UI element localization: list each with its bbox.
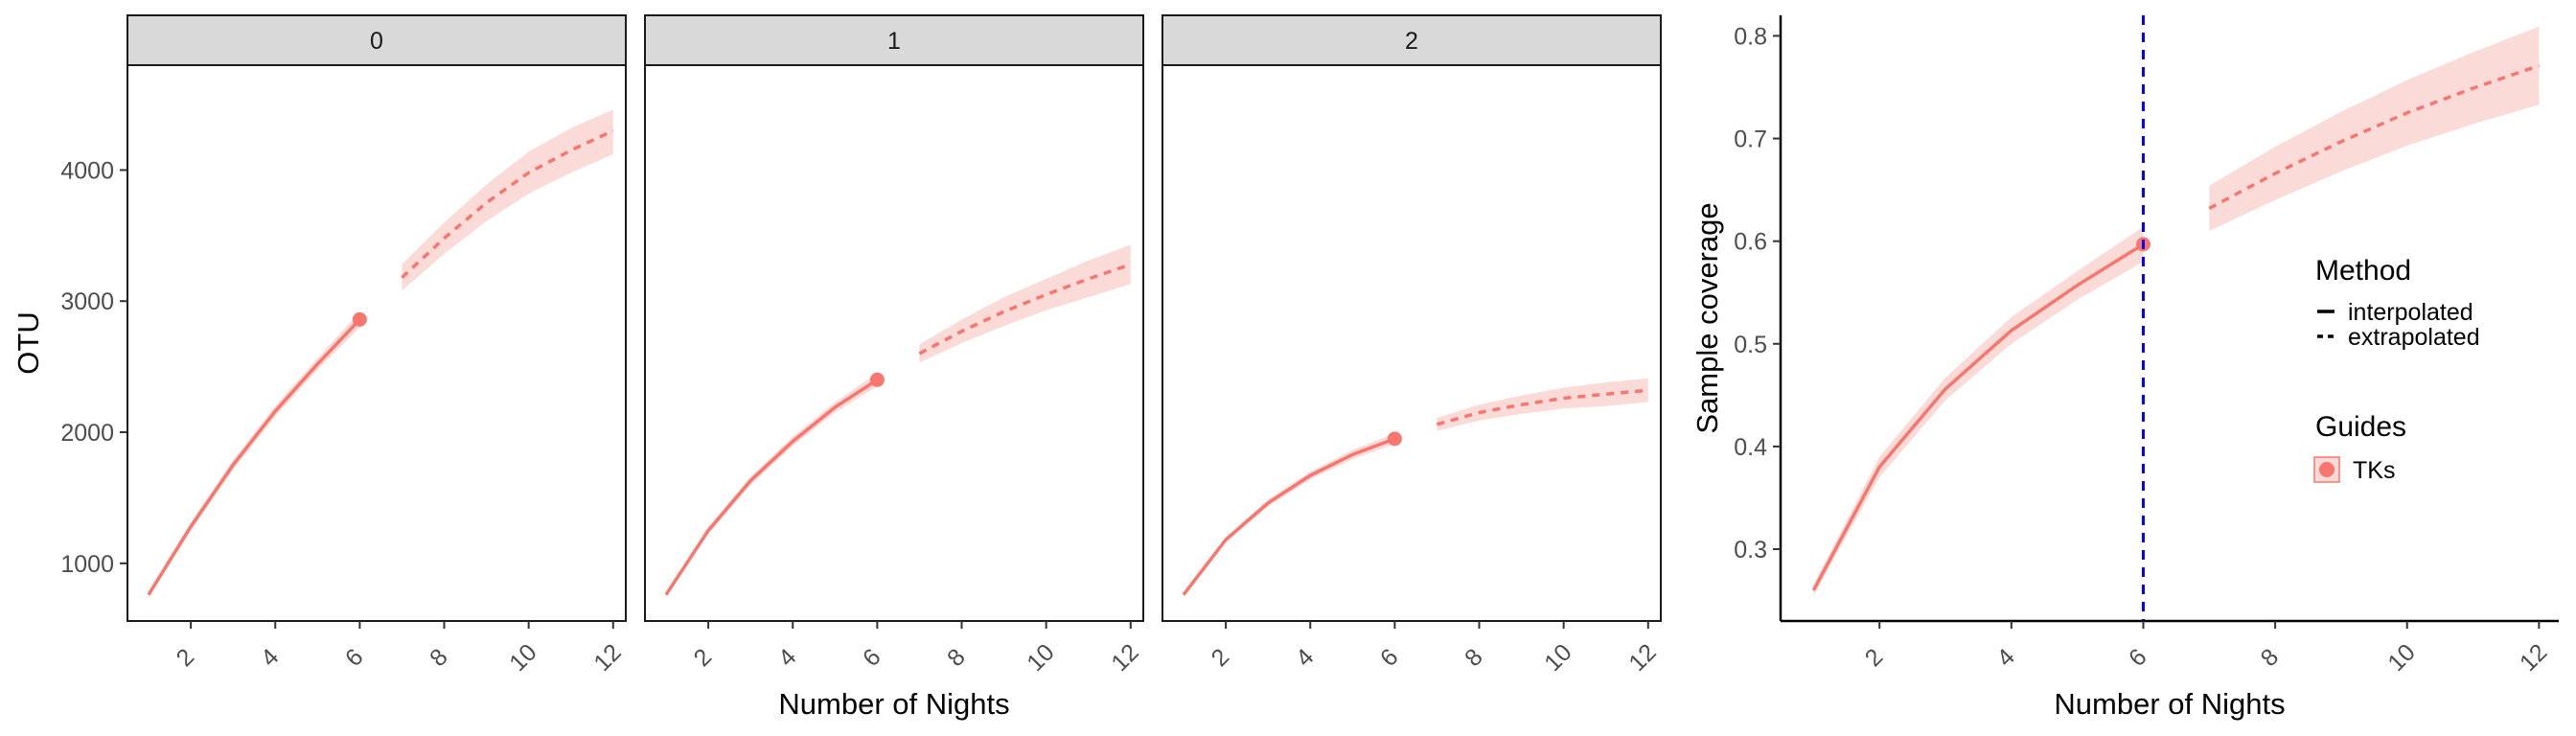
facet-2-extrapolated-line <box>1436 388 1648 426</box>
coverage-y-tick-label: 0.3 <box>1734 537 1767 564</box>
otu-x-axis-title: Number of Nights <box>778 687 1009 721</box>
facet-2-interpolated-band <box>1184 433 1395 597</box>
facet-2-extrapolated-band <box>1437 378 1648 431</box>
coverage-interpolated-band <box>1813 226 2144 596</box>
facet-1-x-tick-label: 6 <box>858 644 886 673</box>
facet-0-x-tick-label: 12 <box>588 639 626 677</box>
facet-2-x-tick-label: 4 <box>1291 643 1320 672</box>
facet-1-x-tick-label: 2 <box>689 644 718 673</box>
facet-1-x-tick-label: 8 <box>942 644 971 673</box>
facet-1-interpolated-band <box>666 373 878 597</box>
coverage-y-tick-label: 0.8 <box>1734 23 1767 50</box>
facet-strip-label: 0 <box>370 28 383 55</box>
legend-tks-label: TKs <box>2353 457 2395 484</box>
coverage-y-tick-label: 0.5 <box>1734 332 1767 358</box>
coverage-x-axis-title: Number of Nights <box>2054 687 2285 721</box>
facet-2-interpolated-line <box>1182 437 1396 596</box>
facet-0-x-tick-label: 8 <box>425 644 453 673</box>
coverage-y-tick-label: 0.6 <box>1734 229 1767 256</box>
facet-strip <box>126 14 627 66</box>
facet-panel-border <box>644 64 1144 622</box>
facet-0-extrapolated-line <box>401 128 614 279</box>
facet-0-x-tick-label: 6 <box>340 644 369 673</box>
coverage-chart: 0.3 0.4 0.5 0.6 0.7 0.8 2 4 6 8 10 12 Number of Nigh… <box>1690 15 2559 721</box>
facet-panel-1: 12 4 6 8 10 12 <box>644 14 1144 677</box>
otu-y-tick-label: 3000 <box>60 288 114 315</box>
coverage-x-tick-label: 10 <box>2382 639 2420 677</box>
facet-panel-0: 0 2 4 6 8 10 12 <box>126 14 627 677</box>
legend-tks-key-point <box>2319 462 2334 477</box>
facet-1-interpolated-line <box>664 378 879 596</box>
coverage-interpolated-line <box>1811 242 2145 591</box>
coverage-y-tick-label: 0.7 <box>1734 126 1767 153</box>
facet-0-interpolated-line <box>147 318 361 596</box>
facet-1-observed-point <box>869 372 885 387</box>
facet-2-x-tick-label: 2 <box>1207 644 1235 673</box>
facet-0-x-tick-label: 10 <box>504 639 541 677</box>
facet-panel-2: 2 2 4 6 8 10 12 <box>1162 14 1662 677</box>
facet-1-x-tick-label: 12 <box>1106 639 1143 677</box>
facet-0-extrapolated-band <box>402 109 613 291</box>
legend-method-title: Method <box>2315 255 2411 287</box>
coverage-x-tick-label: 12 <box>2515 639 2552 677</box>
facet-2-x-tick-label: 12 <box>1623 639 1661 677</box>
coverage-extrapolated-band <box>2209 26 2540 231</box>
facet-0-x-tick-label: 2 <box>172 644 200 673</box>
facet-2-x-tick-label: 8 <box>1460 644 1488 673</box>
coverage-y-tick-label: 0.4 <box>1734 434 1767 461</box>
coverage-x-tick-label: 2 <box>1860 644 1889 673</box>
otu-y-tick-label: 1000 <box>60 551 114 578</box>
legend-extrapolated-label: extrapolated <box>2348 324 2480 351</box>
facet-2-x-tick-label: 10 <box>1539 639 1576 677</box>
legend-guides-title: Guides <box>2315 411 2406 443</box>
facet-strip-label: 2 <box>1405 28 1418 55</box>
legend-interpolated-label: interpolated <box>2348 299 2473 326</box>
otu-y-tick-label: 4000 <box>60 157 114 184</box>
coverage-extrapolated-line <box>2208 63 2540 210</box>
coverage-x-tick-label: 4 <box>1991 643 2020 672</box>
facet-panel-border <box>126 64 627 622</box>
coverage-x-tick-label: 6 <box>2124 644 2152 673</box>
facet-strip-label: 1 <box>887 28 901 55</box>
coverage-x-tick-label: 8 <box>2256 644 2285 673</box>
facet-2-observed-point <box>1387 431 1402 447</box>
facet-1-x-tick-label: 10 <box>1022 639 1059 677</box>
facet-0-observed-point <box>352 311 367 327</box>
facet-2-x-tick-label: 6 <box>1375 644 1404 673</box>
facet-0-x-tick-label: 4 <box>256 643 285 672</box>
facet-panel-border <box>1162 64 1662 622</box>
coverage-y-axis-title: Sample coverage <box>1690 202 1724 433</box>
facet-1-extrapolated-line <box>918 263 1132 356</box>
facet-1-x-tick-label: 4 <box>773 643 802 672</box>
facet-strip <box>644 14 1144 66</box>
otu-y-axis-title: OTU <box>12 311 45 374</box>
otu-y-tick-label: 2000 <box>60 420 114 447</box>
